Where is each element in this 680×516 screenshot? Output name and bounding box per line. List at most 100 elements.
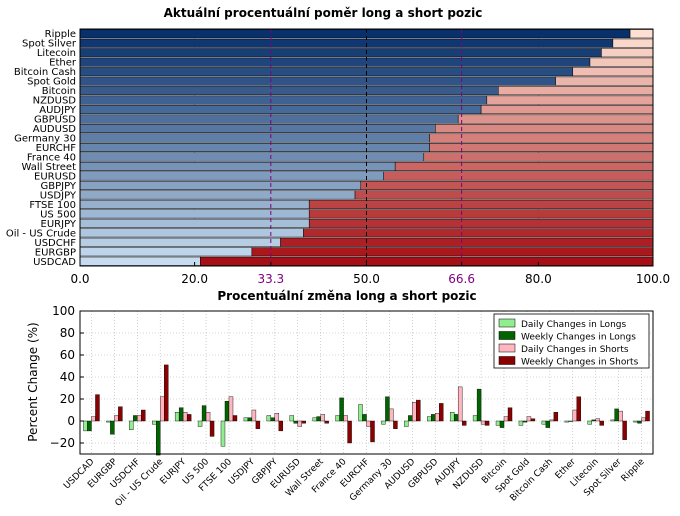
bottom-bar-weekly-changes-in-shorts-spot-silver <box>622 420 627 440</box>
bottom-bar-daily-changes-in-longs-us-500 <box>197 420 203 427</box>
top-bar-long-gbpjpy <box>79 180 362 190</box>
bottom-bar-daily-changes-in-shorts-usdjpy <box>251 409 257 422</box>
top-x-tick-label: 50.0 <box>353 272 380 286</box>
bottom-bar-weekly-changes-in-longs-ether <box>568 420 573 422</box>
top-bar-long-eurgbp <box>79 247 253 257</box>
bottom-bar-daily-changes-in-shorts-usdchf <box>137 415 142 422</box>
bottom-bar-daily-changes-in-shorts-usdcad <box>91 416 96 422</box>
top-bar-long-nzdusd <box>79 95 488 105</box>
top-bar-short-usdcad <box>200 256 654 266</box>
bottom-bar-weekly-changes-in-shorts-france-40 <box>347 420 352 444</box>
bottom-chart-y-ticks: −20 0 20 40 60 80 100 <box>50 304 84 450</box>
bottom-bar-weekly-changes-in-longs-litecoin <box>591 419 596 422</box>
bottom-bar-daily-changes-in-shorts-spot-silver <box>618 410 623 422</box>
top-bar-long-bitcoin-cash <box>79 67 574 77</box>
bottom-bar-weekly-changes-in-shorts-oil-us-crude <box>164 364 169 422</box>
legend-label: Weekly Changes in Shorts <box>521 358 639 368</box>
bottom-bar-daily-changes-in-longs-usdchf <box>129 420 134 431</box>
top-bar-long-spot-gold <box>79 76 556 86</box>
bottom-bar-daily-changes-in-shorts-wall-street <box>320 414 325 422</box>
bottom-bar-weekly-changes-in-longs-bitcoin-cash <box>545 420 551 428</box>
top-bar-long-france-40 <box>79 152 425 162</box>
top-bar-short-bitcoin <box>498 86 654 96</box>
bottom-bar-daily-changes-in-longs-wall-street <box>312 417 317 422</box>
bottom-bar-daily-changes-in-longs-bitcoin-cash <box>541 420 547 425</box>
top-bar-long-gbpusd <box>79 114 459 124</box>
bottom-bar-weekly-changes-in-longs-usdchf <box>133 415 138 422</box>
top-bar-long-bitcoin <box>79 86 499 96</box>
top-bar-short-audusd <box>435 124 654 134</box>
top-bar-short-ether <box>589 57 654 67</box>
bottom-bar-daily-changes-in-shorts-ripple <box>641 417 646 422</box>
top-bar-short-ripple <box>629 29 654 39</box>
bottom-category-label: Ripple <box>620 457 647 484</box>
bottom-bar-daily-changes-in-longs-usdjpy <box>243 417 249 422</box>
bottom-bar-daily-changes-in-shorts-ftse-100 <box>228 396 234 422</box>
top-bar-short-gbpusd <box>457 114 654 124</box>
bottom-bar-daily-changes-in-shorts-litecoin <box>595 418 600 422</box>
bottom-bar-daily-changes-in-shorts-spot-gold <box>526 416 532 422</box>
bottom-bar-daily-changes-in-longs-eurjpy <box>174 412 180 422</box>
top-category-label: Wall Street <box>22 162 77 173</box>
bottom-bar-weekly-changes-in-longs-eurusd <box>293 420 298 424</box>
top-category-label: AUDJPY <box>39 105 77 116</box>
bottom-bar-weekly-changes-in-longs-eurchf <box>362 414 367 422</box>
bottom-bar-weekly-changes-in-shorts-audjpy <box>461 420 467 426</box>
top-bar-long-usdcad <box>79 256 201 266</box>
bottom-bar-weekly-changes-in-shorts-gbpjpy <box>278 420 284 432</box>
bottom-bar-weekly-changes-in-longs-gbpjpy <box>270 417 276 422</box>
bottom-bar-daily-changes-in-longs-nzdusd <box>472 415 478 422</box>
top-bar-short-bitcoin-cash <box>572 67 654 77</box>
legend-swatch <box>498 331 516 340</box>
bottom-bar-weekly-changes-in-shorts-ftse-100 <box>232 415 238 422</box>
bottom-bar-daily-changes-in-longs-litecoin <box>587 420 592 425</box>
top-category-label: USDJPY <box>40 190 77 201</box>
bottom-bar-daily-changes-in-shorts-france-40 <box>343 415 348 422</box>
top-bar-short-oil-us-crude <box>303 228 654 238</box>
bottom-bar-daily-changes-in-shorts-nzdusd <box>480 420 486 425</box>
bottom-bar-daily-changes-in-longs-spot-gold <box>518 420 524 426</box>
bottom-bar-weekly-changes-in-shorts-ether <box>576 396 581 422</box>
bottom-bar-daily-changes-in-shorts-eurchf <box>366 420 371 427</box>
top-x-tick-label: 0.0 <box>70 272 89 286</box>
top-category-label: GBPJPY <box>40 181 76 192</box>
bottom-bar-weekly-changes-in-shorts-nzdusd <box>484 420 490 426</box>
top-bar-long-audusd <box>79 124 436 134</box>
top-bar-short-eurusd <box>383 171 654 181</box>
bottom-bar-daily-changes-in-shorts-bitcoin <box>503 416 509 422</box>
top-bar-short-spot-gold <box>555 76 654 86</box>
bottom-bar-daily-changes-in-longs-eurgbp <box>106 420 111 423</box>
bottom-bar-daily-changes-in-longs-audjpy <box>449 412 455 422</box>
bottom-bar-weekly-changes-in-shorts-us-500 <box>209 420 215 437</box>
bottom-bar-weekly-changes-in-longs-usdcad <box>87 420 92 432</box>
legend-swatch <box>498 343 516 353</box>
top-bar-long-litecoin <box>79 48 602 58</box>
top-category-label: Oil - US Crude <box>6 228 76 239</box>
bottom-y-tick-label: 80 <box>60 326 75 340</box>
bottom-bar-daily-changes-in-shorts-eurgbp <box>114 415 119 422</box>
bottom-bar-daily-changes-in-shorts-bitcoin-cash <box>549 419 555 422</box>
top-bar-long-audjpy <box>79 105 482 115</box>
bottom-bar-weekly-changes-in-longs-bitcoin <box>499 420 505 428</box>
bottom-y-tick-label: 0 <box>67 414 75 428</box>
top-bar-short-spot-silver <box>612 38 654 48</box>
bottom-bar-daily-changes-in-longs-gbpjpy <box>266 415 272 422</box>
bottom-bar-daily-changes-in-shorts-germany-30 <box>389 408 394 422</box>
top-bar-short-germany-30 <box>429 133 654 143</box>
top-x-tick-label: 100.0 <box>636 272 670 286</box>
top-bar-short-us-500 <box>308 209 654 219</box>
top-bar-long-wall-street <box>79 161 396 171</box>
bottom-bar-daily-changes-in-longs-germany-30 <box>381 420 386 425</box>
top-category-label: Spot Silver <box>22 39 77 50</box>
bottom-bar-weekly-changes-in-shorts-germany-30 <box>393 420 398 429</box>
top-bar-short-france-40 <box>423 152 654 162</box>
bottom-bar-daily-changes-in-shorts-oil-us-crude <box>160 396 165 422</box>
top-category-label: USDCHF <box>34 238 76 249</box>
top-bar-long-usdjpy <box>79 190 356 200</box>
bottom-bar-weekly-changes-in-longs-audjpy <box>453 414 459 422</box>
top-category-label: Bitcoin Cash <box>14 67 76 78</box>
bottom-bar-weekly-changes-in-shorts-eurjpy <box>186 414 192 422</box>
bottom-bar-weekly-changes-in-longs-nzdusd <box>476 388 482 422</box>
bottom-bar-daily-changes-in-shorts-ether <box>572 409 577 422</box>
